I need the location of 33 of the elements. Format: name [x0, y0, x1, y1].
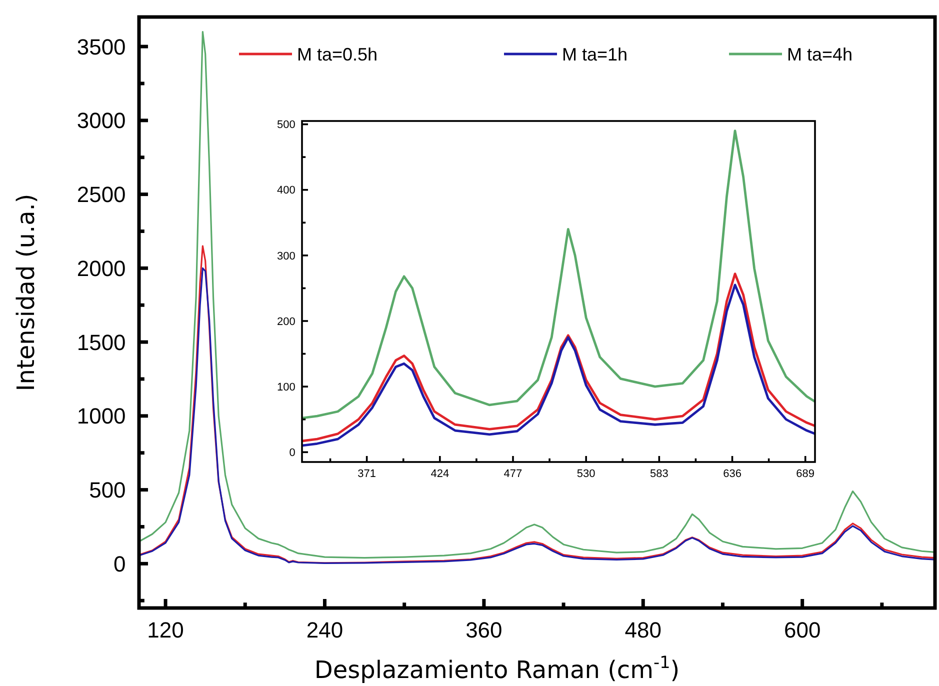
y-tick-label: 0	[114, 551, 126, 576]
x-tick-label: 371	[358, 468, 376, 480]
x-tick-label: 477	[504, 468, 522, 480]
y-tick-label: 200	[277, 316, 296, 328]
y-tick-label: 400	[277, 184, 296, 197]
x-axis-title: Desplazamiento Raman (cm$^{-1}$)	[314, 652, 680, 684]
y-tick-label: 1000	[76, 404, 126, 429]
y-tick-label: 0	[289, 447, 296, 460]
y-tick-label: 2000	[76, 256, 126, 281]
x-tick-label: 530	[576, 468, 596, 480]
x-tick-label: 360	[466, 618, 502, 643]
y-tick-label: 300	[277, 250, 296, 262]
y-tick-label: 100	[277, 381, 296, 394]
x-tick-label: 240	[306, 618, 344, 643]
line-series	[302, 130, 815, 420]
legend-label: M ta=4h	[787, 44, 853, 64]
x-tick-label: 424	[430, 468, 450, 480]
y-tick-label: 3000	[76, 108, 126, 134]
x-tick-label: 600	[784, 618, 821, 643]
y-tick-label: 3500	[76, 34, 126, 60]
y-tick-label: 500	[89, 478, 126, 502]
legend-label: M ta=0.5h	[297, 44, 378, 64]
y-axis-title: Intensidad (u.a.)	[12, 194, 40, 392]
y-tick-label: 1500	[76, 330, 126, 355]
x-tick-label: 120	[147, 618, 184, 643]
x-tick-label: 636	[723, 468, 742, 480]
x-tick-label: 583	[650, 468, 668, 480]
x-tick-label: 689	[796, 468, 815, 480]
y-tick-label: 500	[277, 119, 296, 132]
y-tick-label: 2500	[76, 182, 126, 207]
x-tick-label: 480	[624, 618, 662, 643]
line-series	[139, 30, 935, 559]
legend-label: M ta=1h	[562, 44, 628, 64]
